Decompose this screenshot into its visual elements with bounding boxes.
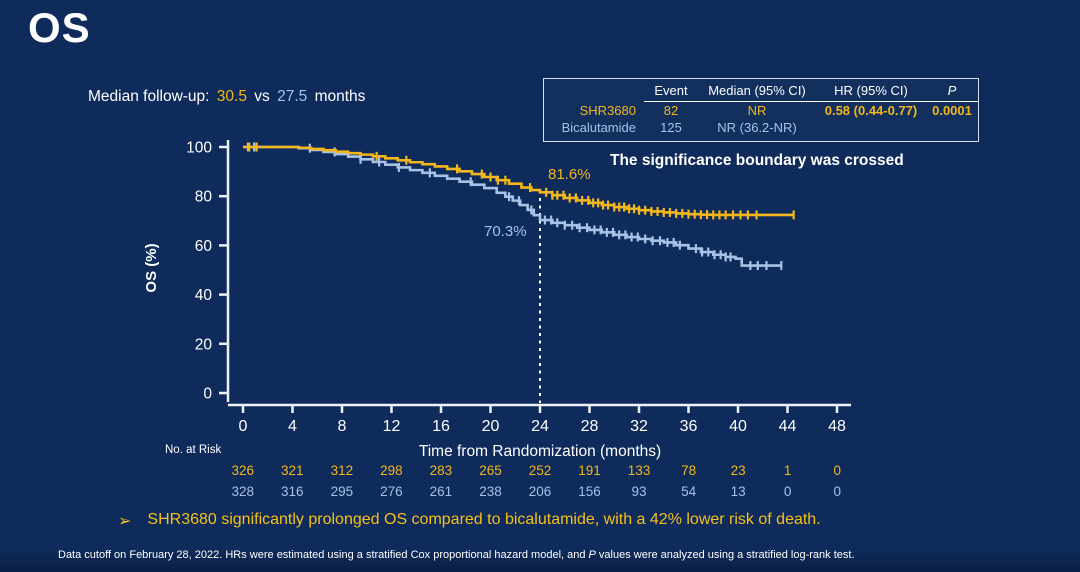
risk-count: 261 bbox=[429, 484, 453, 499]
risk-count: 321 bbox=[281, 463, 304, 478]
x-axis-title: Time from Randomization (months) bbox=[418, 443, 662, 460]
risk-count: 298 bbox=[380, 463, 403, 478]
stats-row-shr3680-p: 0.0001 bbox=[932, 103, 972, 118]
y-tick-label: 60 bbox=[195, 238, 213, 255]
median-followup-vs: vs bbox=[254, 88, 270, 105]
footnote: Data cutoff on February 28, 2022. HRs we… bbox=[58, 549, 855, 561]
risk-count: 0 bbox=[783, 484, 792, 499]
stats-row-shr3680-name: SHR3680 bbox=[579, 103, 636, 118]
footnote-part2: values were analyzed using a stratified … bbox=[595, 549, 855, 561]
footnote-part1: Data cutoff on February 28, 2022. HRs we… bbox=[58, 549, 589, 561]
y-tick-label: 80 bbox=[195, 189, 213, 206]
km-curve-bicalutamide bbox=[243, 142, 783, 271]
page-title: OS bbox=[28, 4, 91, 51]
risk-count: 93 bbox=[631, 484, 647, 499]
stats-header-event: Event bbox=[644, 82, 698, 102]
footnote-italic-p: P bbox=[588, 549, 596, 561]
risk-count: 13 bbox=[730, 484, 746, 499]
median-followup-value-bicalutamide: 27.5 bbox=[277, 88, 308, 105]
x-tick-label: 20 bbox=[482, 418, 500, 435]
risk-count: 283 bbox=[429, 463, 453, 478]
risk-count: 0 bbox=[833, 484, 841, 499]
bullet-text: SHR3680 significantly prolonged OS compa… bbox=[147, 511, 821, 528]
y-tick-label: 40 bbox=[195, 287, 213, 304]
risk-count: 0 bbox=[833, 463, 841, 478]
risk-count: 1 bbox=[783, 463, 792, 478]
risk-count: 326 bbox=[231, 463, 255, 478]
x-axis: 0 4 8 12 16 20 24 28 32 36 40 44 48 bbox=[228, 403, 851, 435]
x-tick-label: 12 bbox=[383, 418, 401, 435]
stats-row-bicalutamide-median: NR (36.2-NR) bbox=[717, 120, 797, 135]
bullet-arrow-icon: ➢ bbox=[118, 513, 132, 530]
stats-row-shr3680-hr: 0.58 (0.44-0.77) bbox=[824, 103, 918, 118]
x-tick-label: 8 bbox=[338, 418, 347, 435]
risk-count: 252 bbox=[528, 463, 552, 478]
annotation-bicalutamide-24mo: 70.3% bbox=[484, 223, 527, 240]
risk-count: 78 bbox=[681, 463, 697, 478]
risk-count: 316 bbox=[281, 484, 304, 499]
x-tick-label: 32 bbox=[630, 418, 648, 435]
median-followup-line: Median follow-up: 30.5 vs 27.5 months bbox=[88, 88, 368, 106]
risk-count: 206 bbox=[528, 484, 552, 499]
stats-row-bicalutamide-name: Bicalutamide bbox=[561, 120, 636, 135]
stats-row-shr3680-event: 82 bbox=[663, 103, 679, 118]
median-followup-label: Median follow-up: bbox=[88, 88, 210, 105]
x-tick-label: 28 bbox=[581, 418, 599, 435]
x-tick-label: 40 bbox=[729, 418, 747, 435]
risk-count: 156 bbox=[578, 484, 601, 499]
risk-count: 23 bbox=[730, 463, 746, 478]
y-axis-title: OS (%) bbox=[143, 243, 160, 293]
x-tick-label: 44 bbox=[779, 418, 797, 435]
median-followup-suffix: months bbox=[314, 88, 366, 105]
stats-row-shr3680-median: NR bbox=[747, 103, 767, 118]
significance-note: The significance boundary was crossed bbox=[610, 152, 904, 169]
y-tick-label: 0 bbox=[203, 386, 212, 403]
risk-count: 312 bbox=[330, 463, 354, 478]
risk-count: 191 bbox=[578, 463, 601, 478]
y-axis: 0 20 40 60 80 100 bbox=[186, 140, 230, 403]
km-curve-shr3680 bbox=[243, 142, 795, 220]
y-tick-label: 20 bbox=[195, 336, 213, 353]
stats-table: Event Median (95% CI) HR (95% CI) P SHR3… bbox=[543, 78, 979, 142]
x-tick-label: 4 bbox=[288, 418, 297, 435]
risk-count: 295 bbox=[330, 484, 354, 499]
risk-row-shr3680: 326 321 312 298 283 265 252 191 133 78 23 1 0 bbox=[218, 463, 862, 478]
x-tick-label: 36 bbox=[680, 418, 698, 435]
annotation-shr3680-24mo: 81.6% bbox=[548, 166, 591, 183]
stats-header-hr: HR (95% CI) bbox=[816, 82, 926, 102]
risk-row-bicalutamide: 328 316 295 276 261 238 206 156 93 54 13 0 0 bbox=[218, 484, 862, 499]
x-tick-label: 16 bbox=[432, 418, 450, 435]
stats-header-median: Median (95% CI) bbox=[698, 82, 816, 102]
risk-count: 276 bbox=[380, 484, 403, 499]
risk-count: 328 bbox=[231, 484, 255, 499]
x-tick-label: 24 bbox=[531, 418, 549, 435]
conclusion-bullet: ➢ SHR3680 significantly prolonged OS com… bbox=[118, 511, 821, 531]
x-tick-label: 48 bbox=[828, 418, 846, 435]
risk-count: 54 bbox=[681, 484, 697, 499]
stats-row-bicalutamide-event: 125 bbox=[660, 120, 682, 135]
risk-count: 133 bbox=[627, 463, 651, 478]
stats-header-p: P bbox=[926, 82, 978, 102]
risk-count: 238 bbox=[479, 484, 502, 499]
median-followup-value-shr3680: 30.5 bbox=[216, 88, 247, 105]
x-tick-label: 0 bbox=[239, 418, 248, 435]
risk-count: 265 bbox=[479, 463, 502, 478]
no-at-risk-label: No. at Risk bbox=[165, 444, 222, 456]
y-tick-label: 100 bbox=[186, 140, 212, 157]
